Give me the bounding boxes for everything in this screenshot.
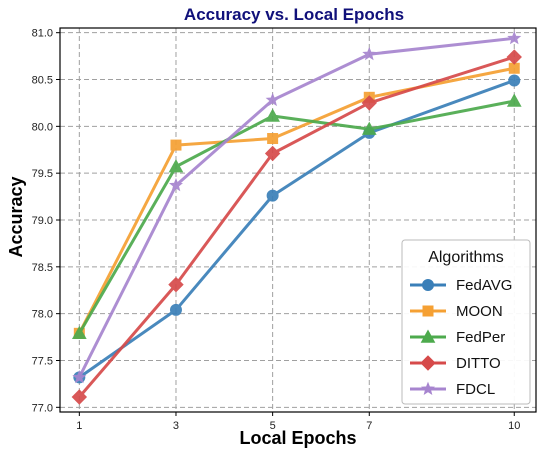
plot-series xyxy=(71,30,522,405)
x-ticks: 1 3 5 7 10 xyxy=(76,412,520,432)
legend-label: DITTO xyxy=(456,355,501,372)
legend-item: FedPer xyxy=(410,329,505,346)
y-tick-label: 79.0 xyxy=(32,215,53,227)
legend-item: DITTO xyxy=(410,355,501,372)
y-tick-label: 78.5 xyxy=(32,262,53,274)
x-tick-label: 3 xyxy=(173,420,179,432)
y-tick-label: 78.0 xyxy=(32,309,53,321)
data-point xyxy=(265,92,280,107)
legend-swatch-marker xyxy=(420,329,436,343)
data-point xyxy=(267,133,279,145)
data-point xyxy=(168,159,184,173)
legend-item: MOON xyxy=(410,303,503,320)
legend-swatch-marker xyxy=(422,305,434,317)
x-tick-label: 5 xyxy=(270,420,276,432)
legend-swatch-marker xyxy=(420,381,436,395)
data-point xyxy=(266,189,279,202)
x-tick-label: 7 xyxy=(366,420,372,432)
legend-swatch-marker xyxy=(420,355,436,371)
y-tick-label: 79.5 xyxy=(32,168,53,180)
data-point xyxy=(506,49,522,65)
legend-items: FedAVG MOON FedPer DITTO FDCL xyxy=(410,277,512,398)
legend-swatch-marker xyxy=(422,279,434,291)
legend-label: FedAVG xyxy=(456,277,512,294)
data-point xyxy=(265,108,280,122)
legend-title: Algorithms xyxy=(428,249,504,266)
y-tick-label: 80.5 xyxy=(32,75,53,87)
legend-label: MOON xyxy=(456,303,503,320)
x-tick-label: 10 xyxy=(508,420,520,432)
y-axis-label: Accuracy xyxy=(6,176,26,257)
y-tick-label: 77.0 xyxy=(32,402,53,414)
data-point xyxy=(361,121,377,135)
legend: Algorithms FedAVG MOON FedPer DITTO FDCL xyxy=(401,239,531,405)
y-ticks: 77.0 77.5 78.0 78.5 79.0 79.5 80.0 80.5 81.0 xyxy=(32,28,60,414)
legend-label: FDCL xyxy=(456,381,495,398)
data-point xyxy=(508,62,520,74)
chart-title: Accuracy vs. Local Epochs xyxy=(184,5,404,24)
data-point xyxy=(507,30,522,45)
x-axis-label: Local Epochs xyxy=(239,428,356,448)
data-point xyxy=(170,139,182,151)
legend-item: FDCL xyxy=(410,381,495,398)
data-point xyxy=(361,95,377,111)
data-point xyxy=(362,46,377,61)
data-point xyxy=(168,276,184,293)
data-point xyxy=(506,93,522,107)
series-ditto xyxy=(71,49,522,405)
data-point xyxy=(264,145,281,162)
data-point xyxy=(168,177,183,192)
y-tick-label: 80.0 xyxy=(32,121,53,133)
y-tick-label: 77.5 xyxy=(32,355,53,367)
data-point xyxy=(71,325,87,340)
legend-item: FedAVG xyxy=(410,277,512,294)
x-tick-label: 1 xyxy=(76,420,82,432)
data-point xyxy=(72,369,87,384)
y-tick-label: 81.0 xyxy=(32,28,53,40)
series-fdcl xyxy=(72,30,522,384)
series-fedper xyxy=(71,93,522,340)
legend-label: FedPer xyxy=(456,329,505,346)
data-point xyxy=(169,303,182,316)
data-point xyxy=(508,74,521,87)
data-point xyxy=(71,389,88,405)
